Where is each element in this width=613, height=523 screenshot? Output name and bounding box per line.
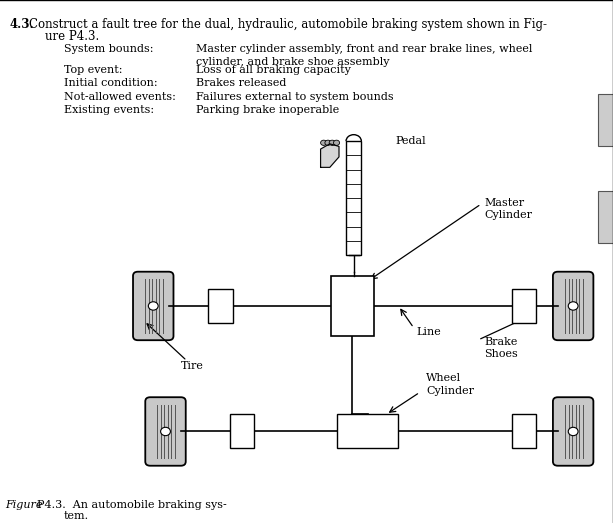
Bar <box>337 414 398 449</box>
Text: P4.3.  An automobile braking sys-: P4.3. An automobile braking sys- <box>37 500 227 510</box>
FancyBboxPatch shape <box>553 397 593 466</box>
Text: Initial condition:: Initial condition: <box>64 78 158 88</box>
Circle shape <box>321 140 327 145</box>
Bar <box>598 191 613 243</box>
Circle shape <box>148 302 158 310</box>
FancyBboxPatch shape <box>145 397 186 466</box>
Text: ure P4.3.: ure P4.3. <box>45 30 99 43</box>
Bar <box>512 289 536 323</box>
FancyBboxPatch shape <box>133 272 173 340</box>
Text: Brakes released: Brakes released <box>196 78 286 88</box>
Circle shape <box>568 427 578 436</box>
Text: Failures external to system bounds: Failures external to system bounds <box>196 92 394 101</box>
Bar <box>346 141 362 255</box>
Text: Wheel
Cylinder: Wheel Cylinder <box>426 373 474 395</box>
Text: Master
Cylinder: Master Cylinder <box>484 198 532 220</box>
Text: Construct a fault tree for the dual, hydraulic, automobile braking system shown : Construct a fault tree for the dual, hyd… <box>29 18 547 31</box>
Polygon shape <box>321 144 339 167</box>
Bar <box>598 94 613 146</box>
Text: Figure: Figure <box>5 500 46 510</box>
Bar <box>230 414 254 449</box>
Text: Existing events:: Existing events: <box>64 105 154 115</box>
Text: cylinder, and brake shoe assembly: cylinder, and brake shoe assembly <box>196 57 390 67</box>
Bar <box>208 289 233 323</box>
Text: Line: Line <box>417 327 441 337</box>
Text: Brake
Shoes: Brake Shoes <box>484 337 518 359</box>
Text: Tire: Tire <box>181 361 204 371</box>
Circle shape <box>333 140 340 145</box>
Circle shape <box>568 302 578 310</box>
Text: Top event:: Top event: <box>64 65 123 75</box>
Circle shape <box>325 140 331 145</box>
Circle shape <box>329 140 335 145</box>
Text: Master cylinder assembly, front and rear brake lines, wheel: Master cylinder assembly, front and rear… <box>196 44 533 54</box>
Text: System bounds:: System bounds: <box>64 44 154 54</box>
Text: Not-allowed events:: Not-allowed events: <box>64 92 177 101</box>
Text: tem.: tem. <box>63 511 88 521</box>
Bar <box>331 276 374 336</box>
Text: Pedal: Pedal <box>395 136 426 146</box>
Bar <box>512 414 536 449</box>
Circle shape <box>161 427 170 436</box>
Text: Loss of all braking capacity: Loss of all braking capacity <box>196 65 351 75</box>
Text: 4.3.: 4.3. <box>9 18 34 31</box>
Text: Parking brake inoperable: Parking brake inoperable <box>196 105 340 115</box>
FancyBboxPatch shape <box>553 272 593 340</box>
